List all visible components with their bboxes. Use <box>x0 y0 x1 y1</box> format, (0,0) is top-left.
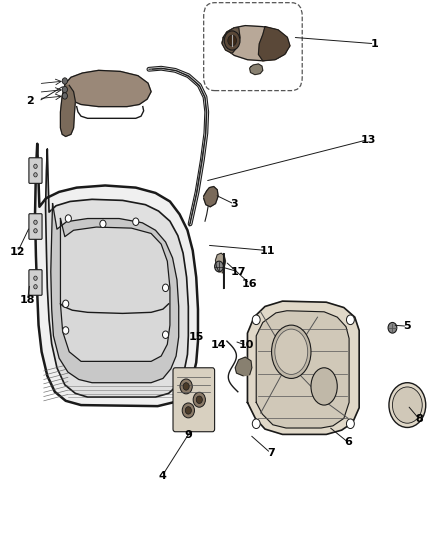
Text: 16: 16 <box>242 279 258 288</box>
Text: 15: 15 <box>188 332 204 342</box>
Circle shape <box>180 379 192 394</box>
Circle shape <box>100 220 106 228</box>
Polygon shape <box>247 301 359 434</box>
Circle shape <box>252 419 260 429</box>
Text: 4: 4 <box>158 471 166 481</box>
Text: 11: 11 <box>259 246 275 255</box>
Circle shape <box>224 31 240 50</box>
Circle shape <box>34 164 37 168</box>
Polygon shape <box>235 357 252 376</box>
Polygon shape <box>35 144 198 406</box>
Text: 13: 13 <box>360 135 376 144</box>
Text: 9: 9 <box>184 431 192 440</box>
Circle shape <box>62 93 67 99</box>
FancyBboxPatch shape <box>29 158 42 183</box>
Polygon shape <box>65 70 151 107</box>
Circle shape <box>34 229 37 233</box>
FancyBboxPatch shape <box>204 3 302 91</box>
FancyBboxPatch shape <box>29 214 42 239</box>
Ellipse shape <box>311 368 337 405</box>
FancyBboxPatch shape <box>173 368 215 432</box>
Text: 17: 17 <box>231 267 247 277</box>
Text: 5: 5 <box>403 321 411 331</box>
Circle shape <box>162 331 169 338</box>
Polygon shape <box>222 28 240 53</box>
Circle shape <box>193 392 205 407</box>
Text: 18: 18 <box>20 295 35 305</box>
Circle shape <box>34 173 37 177</box>
Polygon shape <box>250 64 263 75</box>
Circle shape <box>185 407 191 414</box>
Polygon shape <box>222 26 289 61</box>
Circle shape <box>388 322 397 333</box>
Text: 6: 6 <box>344 438 352 447</box>
Circle shape <box>34 276 37 280</box>
Circle shape <box>346 315 354 325</box>
Circle shape <box>252 315 260 325</box>
Ellipse shape <box>272 325 311 378</box>
Circle shape <box>182 403 194 418</box>
Circle shape <box>62 78 67 84</box>
Polygon shape <box>204 187 218 207</box>
Circle shape <box>346 419 354 429</box>
Circle shape <box>389 383 426 427</box>
Polygon shape <box>46 149 188 397</box>
Polygon shape <box>60 85 75 136</box>
Text: 10: 10 <box>239 341 254 350</box>
Polygon shape <box>51 204 179 383</box>
Circle shape <box>65 215 71 222</box>
Circle shape <box>392 387 422 423</box>
Circle shape <box>183 383 189 390</box>
Text: 7: 7 <box>267 448 275 458</box>
Circle shape <box>62 86 67 93</box>
Polygon shape <box>60 219 170 361</box>
Ellipse shape <box>275 329 307 375</box>
Circle shape <box>34 285 37 289</box>
Polygon shape <box>258 27 290 61</box>
Text: 3: 3 <box>230 199 238 209</box>
Polygon shape <box>215 253 226 273</box>
Text: 2: 2 <box>26 96 34 106</box>
Polygon shape <box>256 311 349 428</box>
Circle shape <box>34 220 37 224</box>
Circle shape <box>215 261 223 272</box>
Text: 14: 14 <box>210 341 226 350</box>
Text: 12: 12 <box>10 247 25 257</box>
Circle shape <box>63 300 69 308</box>
Circle shape <box>162 284 169 292</box>
Circle shape <box>133 218 139 225</box>
Circle shape <box>196 396 202 403</box>
Text: 8: 8 <box>416 415 424 424</box>
Circle shape <box>63 327 69 334</box>
Circle shape <box>228 35 237 46</box>
FancyBboxPatch shape <box>29 270 42 295</box>
Text: 1: 1 <box>371 39 378 49</box>
